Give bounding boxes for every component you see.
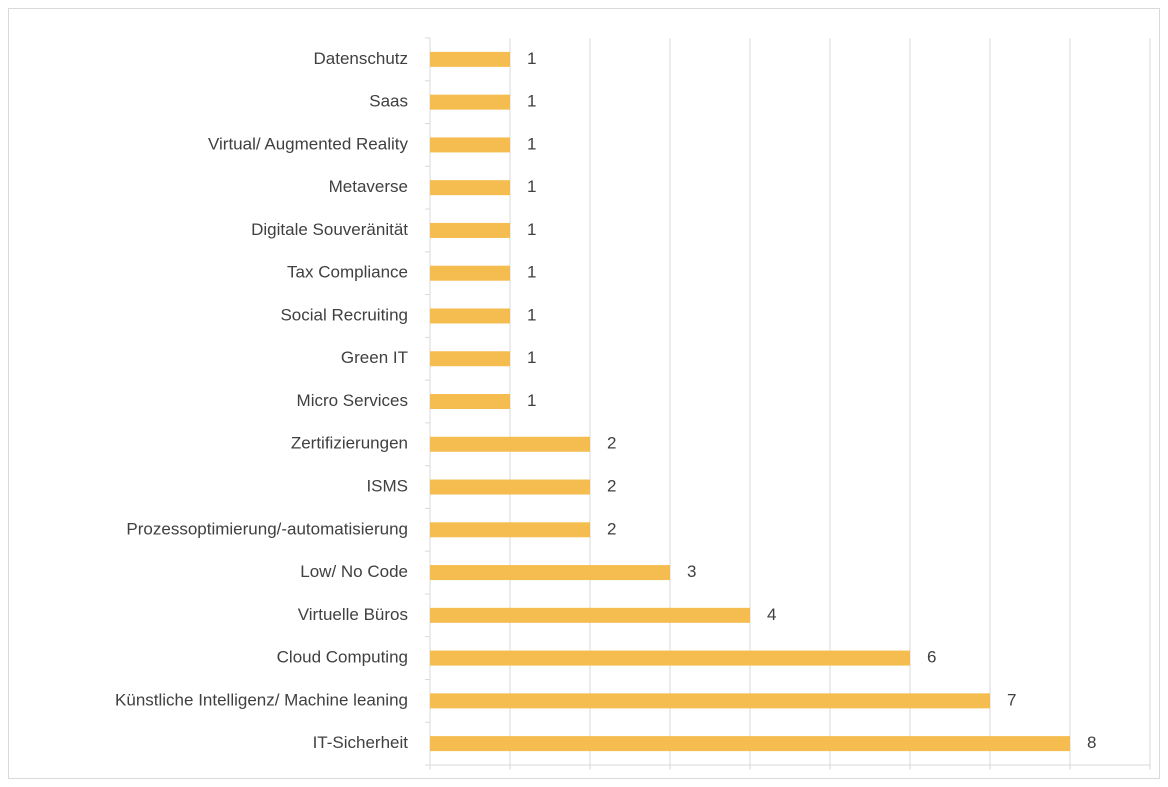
data-label: 1 [527, 305, 536, 324]
bar [430, 479, 590, 495]
y-tick-label: ISMS [366, 477, 408, 496]
chart-border [8, 8, 1160, 779]
y-tick-label: Metaverse [329, 177, 408, 196]
data-label: 6 [927, 648, 936, 667]
bar [430, 565, 670, 581]
bar [430, 394, 510, 409]
y-tick-label: Prozessoptimierung/-automatisierung [126, 519, 408, 538]
y-tick-label: Digitale Souveränität [251, 220, 408, 239]
bar [430, 607, 750, 623]
data-label: 2 [607, 434, 616, 453]
y-tick-label: Künstliche Intelligenz/ Machine leaning [115, 690, 408, 709]
y-tick-label: Virtual/ Augmented Reality [208, 134, 409, 153]
bar [430, 222, 510, 238]
bar [430, 265, 510, 281]
bar [430, 137, 510, 153]
bar [430, 351, 510, 367]
y-tick-label: Social Recruiting [280, 305, 408, 324]
bar [430, 650, 910, 666]
data-label: 1 [527, 49, 536, 68]
y-tick-label: Virtuelle Büros [298, 605, 408, 624]
y-tick-label: IT-Sicherheit [313, 733, 409, 752]
y-tick-label: Cloud Computing [277, 648, 408, 667]
data-label: 1 [527, 220, 536, 239]
bar [430, 522, 590, 538]
data-label: 1 [527, 92, 536, 111]
y-tick-label: Tax Compliance [287, 263, 408, 282]
y-tick-label: Zertifizierungen [291, 434, 408, 453]
data-label: 2 [607, 519, 616, 538]
y-tick-label: Low/ No Code [300, 562, 408, 581]
data-label: 1 [527, 348, 536, 367]
bar [430, 180, 510, 196]
y-tick-label: Micro Services [297, 391, 408, 410]
data-label: 2 [607, 477, 616, 496]
bar [430, 436, 590, 452]
data-label: 1 [527, 177, 536, 196]
y-tick-label: Saas [369, 92, 408, 111]
data-label: 1 [527, 134, 536, 153]
data-label: 8 [1087, 733, 1096, 752]
bar [430, 308, 510, 324]
data-label: 3 [687, 562, 696, 581]
data-label: 1 [527, 391, 536, 410]
bar [430, 736, 1070, 752]
y-tick-label: Datenschutz [314, 49, 409, 68]
bar [430, 94, 510, 110]
data-label: 7 [1007, 690, 1016, 709]
bar [430, 51, 510, 67]
bar [430, 693, 990, 709]
y-tick-label: Green IT [341, 348, 408, 367]
data-label: 4 [767, 605, 776, 624]
data-label: 1 [527, 263, 536, 282]
